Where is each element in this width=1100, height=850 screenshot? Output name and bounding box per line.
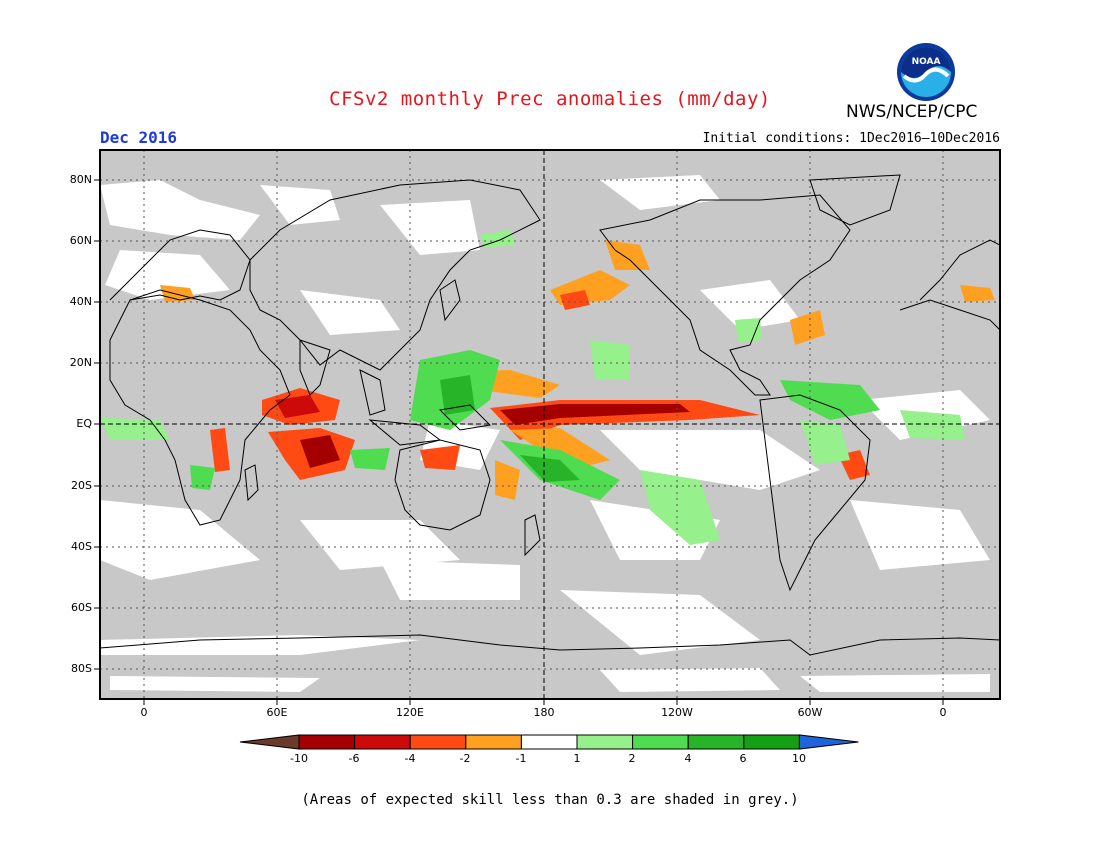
lon-label: 60W: [797, 706, 823, 719]
colorbar-cell: [576, 734, 634, 750]
colorbar-label: 4: [684, 752, 692, 765]
map-plot-area: [100, 150, 1000, 699]
colorbar-cell: [520, 734, 578, 750]
colorbar-cell: [465, 734, 522, 750]
colorbar-label: -2: [459, 752, 471, 765]
lat-label: 40S: [71, 540, 92, 553]
lat-label: 80S: [71, 662, 92, 675]
lon-label: 0: [939, 706, 947, 719]
colorbar-arrow-low: [239, 734, 300, 750]
footnote: (Areas of expected skill less than 0.3 a…: [301, 792, 799, 808]
wet-anomalies: [100, 230, 965, 545]
coastlines: [100, 174, 1000, 656]
colorbar-cell: [409, 734, 467, 750]
lon-label: 180: [533, 706, 555, 719]
dry-anomalies: [160, 240, 995, 500]
colorbar-label: -10: [290, 752, 308, 765]
lon-label: 120W: [661, 706, 693, 719]
lat-label: 40N: [69, 295, 92, 308]
lat-label: EQ: [76, 417, 92, 430]
colorbar-label: -4: [404, 752, 416, 765]
colorbar-label: 6: [739, 752, 747, 765]
colorbar-label: 10: [792, 752, 806, 765]
colorbar-cell: [743, 734, 800, 750]
colorbar-cell: [687, 734, 745, 750]
lon-label: 0: [140, 706, 148, 719]
colorbar-cell: [298, 734, 356, 750]
tick-marks: [94, 179, 944, 705]
lat-label: 60N: [69, 234, 92, 247]
initial-conditions-label: Initial conditions: 1Dec2016—10Dec2016: [702, 131, 1000, 146]
colorbar-label: -1: [515, 752, 527, 765]
month-label: Dec 2016: [100, 128, 178, 147]
lat-label: 20N: [69, 356, 92, 369]
grid-lines: [100, 150, 1000, 699]
agency-label: NWS/NCEP/CPC: [846, 102, 978, 122]
colorbar-label: 2: [628, 752, 636, 765]
lat-label: 20S: [71, 479, 92, 492]
equator-dateline: [100, 150, 1000, 699]
lat-label: 60S: [71, 601, 92, 614]
map-title: CFSv2 monthly Prec anomalies (mm/day): [329, 88, 771, 110]
logo-text: NOAA: [912, 57, 941, 67]
colorbar-label: 1: [573, 752, 581, 765]
lon-label: 60E: [266, 706, 288, 719]
colorbar-label: -6: [348, 752, 360, 765]
lon-label: 120E: [396, 706, 424, 719]
colorbar-cell: [632, 734, 689, 750]
noaa-logo: NOAA: [897, 43, 955, 101]
lat-label: 80N: [69, 173, 92, 186]
colorbar-cell: [354, 734, 411, 750]
colorbar-arrow-high: [798, 734, 859, 750]
